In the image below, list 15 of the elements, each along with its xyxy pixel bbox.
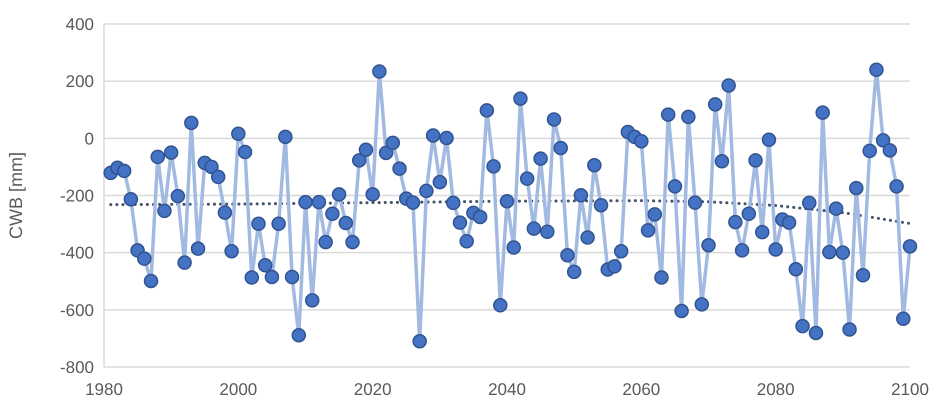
x-tick-label: 2080 bbox=[756, 380, 795, 399]
x-tick-label: 2000 bbox=[219, 380, 258, 399]
x-tick-label: 2040 bbox=[488, 380, 526, 399]
y-tick-label: 0 bbox=[84, 129, 94, 148]
y-tick-label: -800 bbox=[60, 358, 94, 377]
x-tick-label: 2060 bbox=[622, 380, 660, 399]
y-tick-label: -200 bbox=[60, 186, 94, 206]
x-tick-label: 2100 bbox=[891, 380, 929, 399]
y-tick-label: -400 bbox=[60, 244, 94, 263]
y-tick-label: -600 bbox=[60, 300, 94, 320]
y-axis-title: CWB [mm] bbox=[6, 152, 26, 239]
x-tick-label: 2020 bbox=[354, 380, 392, 399]
y-tick-label: 200 bbox=[66, 72, 94, 92]
x-tick-label: 1980 bbox=[85, 380, 123, 399]
y-tick-label: 400 bbox=[66, 14, 94, 34]
